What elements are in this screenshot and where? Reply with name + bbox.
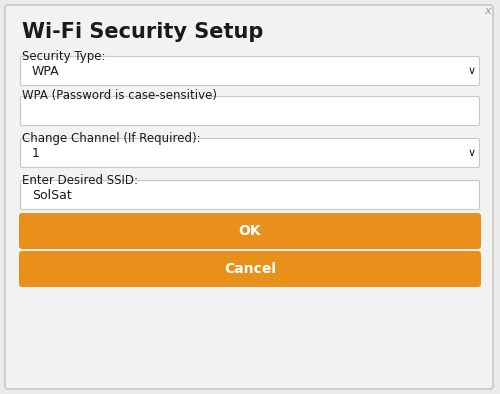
FancyBboxPatch shape <box>20 180 479 210</box>
Text: Change Channel (If Required):: Change Channel (If Required): <box>22 132 201 145</box>
Text: Wi-Fi Security Setup: Wi-Fi Security Setup <box>22 22 264 42</box>
Text: 1: 1 <box>32 147 40 160</box>
FancyBboxPatch shape <box>20 139 479 167</box>
FancyBboxPatch shape <box>19 213 481 249</box>
Text: ∨: ∨ <box>468 66 476 76</box>
FancyBboxPatch shape <box>20 97 479 126</box>
Text: SolSat: SolSat <box>32 188 72 201</box>
FancyBboxPatch shape <box>20 56 479 85</box>
Text: Enter Desired SSID:: Enter Desired SSID: <box>22 174 138 187</box>
Text: WPA: WPA <box>32 65 60 78</box>
FancyBboxPatch shape <box>5 5 493 389</box>
Text: ∨: ∨ <box>468 148 476 158</box>
Text: Security Type:: Security Type: <box>22 50 105 63</box>
Text: x: x <box>484 6 492 16</box>
Text: OK: OK <box>238 224 262 238</box>
FancyBboxPatch shape <box>19 251 481 287</box>
Text: WPA (Password is case-sensitive): WPA (Password is case-sensitive) <box>22 89 217 102</box>
Text: Cancel: Cancel <box>224 262 276 276</box>
